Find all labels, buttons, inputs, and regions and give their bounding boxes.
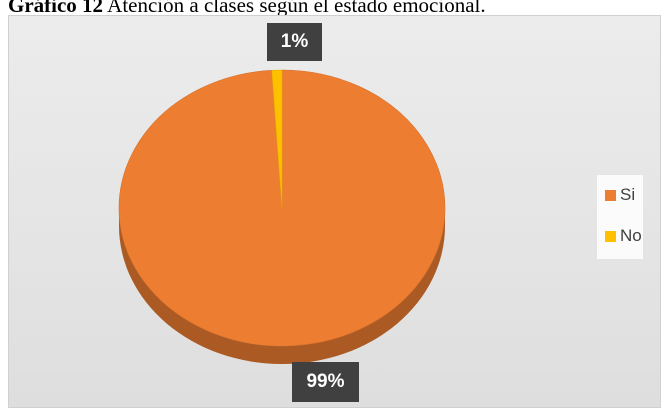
legend-swatch-no (605, 230, 616, 242)
legend-label-no: No (620, 226, 642, 245)
data-label-si: 99% (292, 362, 359, 402)
pie-slice-no (271, 69, 283, 209)
legend-label-si: Si (620, 185, 636, 204)
caption-text: Atención a clases según el estado emocio… (107, 0, 486, 17)
figure-caption: Gráfico 12 Atención a clases según el es… (8, 0, 486, 18)
legend-swatch-si (605, 189, 616, 201)
chart-legend: Si No (597, 175, 643, 259)
data-label-no: 1% (267, 23, 322, 61)
legend-item-si: Si (605, 185, 635, 205)
caption-prefix: Gráfico 12 (8, 0, 104, 17)
legend-item-no: No (605, 226, 642, 246)
